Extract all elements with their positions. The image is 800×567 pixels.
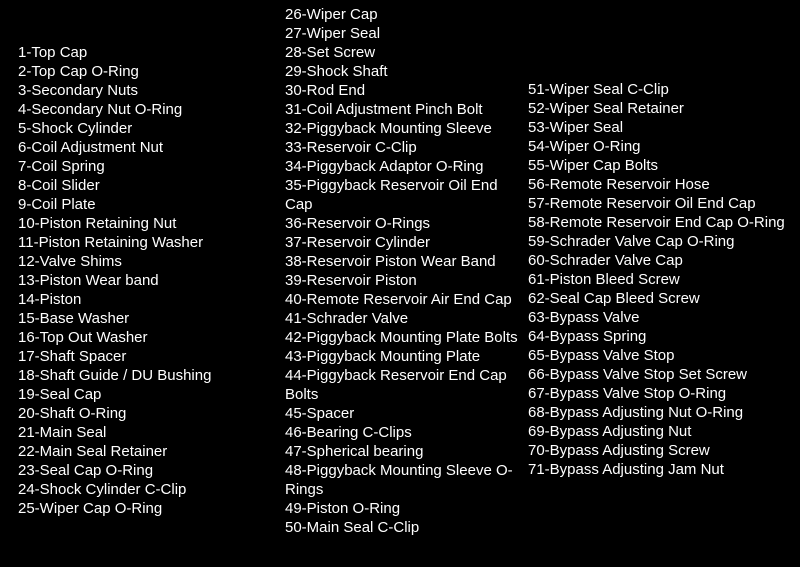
parts-list-item: 5-Shock Cylinder: [18, 119, 280, 138]
parts-list-item: 50-Main Seal C-Clip: [285, 518, 523, 537]
parts-list-item: 63-Bypass Valve: [528, 308, 795, 327]
parts-column-1: 1-Top Cap2-Top Cap O-Ring3-Secondary Nut…: [0, 0, 285, 567]
parts-list-item: 24-Shock Cylinder C-Clip: [18, 480, 280, 499]
parts-list-item: 66-Bypass Valve Stop Set Screw: [528, 365, 795, 384]
parts-list-item: 13-Piston Wear band: [18, 271, 280, 290]
parts-list-item: 4-Secondary Nut O-Ring: [18, 100, 280, 119]
parts-list-item: 47-Spherical bearing: [285, 442, 523, 461]
parts-list-item: 70-Bypass Adjusting Screw: [528, 441, 795, 460]
parts-list-item: 25-Wiper Cap O-Ring: [18, 499, 280, 518]
parts-list-item: 45-Spacer: [285, 404, 523, 423]
parts-list-item: 38-Reservoir Piston Wear Band: [285, 252, 523, 271]
parts-list-item: 65-Bypass Valve Stop: [528, 346, 795, 365]
parts-list-item: 36-Reservoir O-Rings: [285, 214, 523, 233]
parts-list-item: 68-Bypass Adjusting Nut O-Ring: [528, 403, 795, 422]
parts-list-item: 9-Coil Plate: [18, 195, 280, 214]
parts-list-item: 27-Wiper Seal: [285, 24, 523, 43]
parts-list-item: 30-Rod End: [285, 81, 523, 100]
parts-list-item: 44-Piggyback Reservoir End Cap Bolts: [285, 366, 523, 404]
parts-list-item: 12-Valve Shims: [18, 252, 280, 271]
parts-list-item: 18-Shaft Guide / DU Bushing: [18, 366, 280, 385]
parts-list-item: 51-Wiper Seal C-Clip: [528, 80, 795, 99]
parts-list-item: 19-Seal Cap: [18, 385, 280, 404]
parts-list-item: 20-Shaft O-Ring: [18, 404, 280, 423]
parts-list-item: 3-Secondary Nuts: [18, 81, 280, 100]
parts-list-item: 22-Main Seal Retainer: [18, 442, 280, 461]
parts-list-item: 6-Coil Adjustment Nut: [18, 138, 280, 157]
parts-list-item: 52-Wiper Seal Retainer: [528, 99, 795, 118]
parts-list-item: 54-Wiper O-Ring: [528, 137, 795, 156]
parts-list-item: 8-Coil Slider: [18, 176, 280, 195]
parts-list-item: 55-Wiper Cap Bolts: [528, 156, 795, 175]
parts-list-item: 35-Piggyback Reservoir Oil End Cap: [285, 176, 523, 214]
parts-list-item: 53-Wiper Seal: [528, 118, 795, 137]
parts-list-item: 1-Top Cap: [18, 43, 280, 62]
parts-list-item: 37-Reservoir Cylinder: [285, 233, 523, 252]
parts-list-item: 15-Base Washer: [18, 309, 280, 328]
parts-list-item: 62-Seal Cap Bleed Screw: [528, 289, 795, 308]
parts-list-item: 33-Reservoir C-Clip: [285, 138, 523, 157]
parts-list-item: 17-Shaft Spacer: [18, 347, 280, 366]
parts-list-item: 14-Piston: [18, 290, 280, 309]
parts-list-item: 43-Piggyback Mounting Plate: [285, 347, 523, 366]
parts-list-item: 10-Piston Retaining Nut: [18, 214, 280, 233]
parts-list-item: 29-Shock Shaft: [285, 62, 523, 81]
parts-list-item: 61-Piston Bleed Screw: [528, 270, 795, 289]
parts-list-item: 42-Piggyback Mounting Plate Bolts: [285, 328, 523, 347]
parts-list-item: 21-Main Seal: [18, 423, 280, 442]
parts-list-item: 28-Set Screw: [285, 43, 523, 62]
parts-list-page: 1-Top Cap2-Top Cap O-Ring3-Secondary Nut…: [0, 0, 800, 567]
parts-list-item: 23-Seal Cap O-Ring: [18, 461, 280, 480]
parts-list-item: 56-Remote Reservoir Hose: [528, 175, 795, 194]
parts-list-item: 7-Coil Spring: [18, 157, 280, 176]
parts-list-item: 59-Schrader Valve Cap O-Ring: [528, 232, 795, 251]
parts-list-item: 31-Coil Adjustment Pinch Bolt: [285, 100, 523, 119]
parts-list-item: 26-Wiper Cap: [285, 5, 523, 24]
parts-list-item: 32-Piggyback Mounting Sleeve: [285, 119, 523, 138]
parts-list-item: 34-Piggyback Adaptor O-Ring: [285, 157, 523, 176]
parts-list-item: 11-Piston Retaining Washer: [18, 233, 280, 252]
parts-list-item: 41-Schrader Valve: [285, 309, 523, 328]
parts-column-3: 51-Wiper Seal C-Clip52-Wiper Seal Retain…: [528, 0, 800, 567]
parts-list-item: 69-Bypass Adjusting Nut: [528, 422, 795, 441]
parts-list-item: 57-Remote Reservoir Oil End Cap: [528, 194, 795, 213]
parts-list-item: 40-Remote Reservoir Air End Cap: [285, 290, 523, 309]
parts-list-item: 39-Reservoir Piston: [285, 271, 523, 290]
parts-list-item: 67-Bypass Valve Stop O-Ring: [528, 384, 795, 403]
parts-list-item: 58-Remote Reservoir End Cap O-Ring: [528, 213, 795, 232]
parts-list-item: 16-Top Out Washer: [18, 328, 280, 347]
parts-list-item: 2-Top Cap O-Ring: [18, 62, 280, 81]
parts-list-item: 60-Schrader Valve Cap: [528, 251, 795, 270]
parts-column-2: 26-Wiper Cap27-Wiper Seal28-Set Screw29-…: [285, 0, 528, 567]
parts-list-item: 48-Piggyback Mounting Sleeve O-Rings: [285, 461, 523, 499]
parts-list-item: 46-Bearing C-Clips: [285, 423, 523, 442]
parts-list-item: 64-Bypass Spring: [528, 327, 795, 346]
parts-list-item: 49-Piston O-Ring: [285, 499, 523, 518]
parts-list-item: 71-Bypass Adjusting Jam Nut: [528, 460, 795, 479]
